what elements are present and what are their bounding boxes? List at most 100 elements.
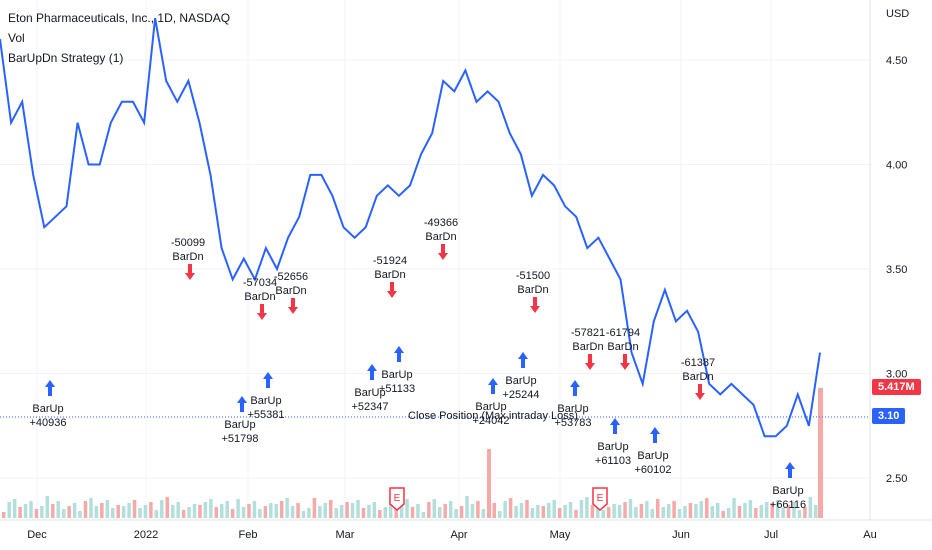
signal-label: BarDn — [572, 341, 603, 353]
bar-down-arrow — [695, 384, 705, 400]
time-tick-label: Jun — [672, 529, 690, 541]
volume-bar — [230, 509, 235, 518]
volume-bar — [56, 501, 60, 518]
signal-label: BarUp — [557, 403, 588, 415]
volume-tag: 5.417M — [872, 379, 921, 395]
price-tick-label: 2.50 — [886, 473, 907, 485]
signal-label: BarDn — [425, 231, 456, 243]
time-tick-label: Au — [863, 529, 876, 541]
signal-value: +53783 — [554, 417, 591, 429]
volume-bar — [61, 509, 66, 518]
volume-bar — [83, 501, 88, 518]
price-axis[interactable]: 6.506.005.505.004.504.003.503.002.50 — [886, 0, 907, 485]
signal-value: -51500 — [516, 270, 550, 282]
symbol-title[interactable]: Eton Pharmaceuticals, Inc., 1D, NASDAQ — [8, 11, 231, 25]
bar-up-arrow — [518, 352, 528, 368]
volume-bar — [710, 506, 714, 518]
volume-bar — [279, 501, 284, 518]
volume-indicator-label[interactable]: Vol — [8, 31, 25, 45]
volume-bar — [487, 449, 491, 518]
volume-bar — [628, 499, 633, 518]
signal-value: -51924 — [373, 255, 407, 267]
volume-bar — [187, 507, 191, 518]
volume-bar — [770, 503, 774, 518]
volume-bar — [405, 499, 409, 518]
volume-bar — [225, 501, 229, 518]
volume-bar — [339, 505, 344, 518]
bar-up-arrow — [394, 346, 404, 362]
volume-bar — [612, 504, 616, 518]
volume-bar — [814, 505, 818, 518]
signal-value: +51133 — [379, 383, 415, 395]
signal-label: BarDn — [374, 269, 405, 281]
volume-bar — [198, 505, 202, 518]
bar-up-arrow — [263, 372, 273, 388]
close-position-label: Close Position (Max intraday Loss) — [408, 410, 578, 422]
volume-bar — [530, 508, 535, 518]
strategy-label[interactable]: BarUpDn Strategy (1) — [8, 51, 124, 65]
volume-bar — [350, 503, 355, 518]
volume-bar — [23, 504, 28, 518]
volume-bar — [12, 499, 17, 518]
volume-bar — [552, 500, 556, 518]
volume-bar — [176, 502, 180, 518]
bar-down-arrow — [530, 297, 540, 313]
time-tick-label: May — [550, 529, 571, 541]
volume-bar — [111, 508, 115, 518]
volume-bar — [116, 505, 120, 518]
price-tag: 3.10 — [872, 408, 906, 424]
volume-bar — [290, 506, 295, 518]
signal-value: +51798 — [221, 433, 258, 445]
volume-bar — [394, 505, 398, 518]
signal-value: +61103 — [595, 455, 631, 467]
volume-bar — [634, 507, 638, 518]
price-line — [0, 18, 821, 438]
volume-bar — [18, 507, 22, 518]
volume-bar — [781, 508, 785, 518]
currency-label: USD — [886, 8, 910, 20]
volume-bar — [677, 509, 682, 518]
volume-bar — [51, 504, 55, 518]
volume-bar — [89, 498, 93, 518]
volume-bar — [617, 505, 622, 518]
volume-bar — [220, 504, 224, 518]
volume-bar — [476, 501, 480, 518]
volume-bars — [2, 388, 823, 518]
volume-bar — [623, 502, 627, 518]
bar-up-arrow — [45, 380, 55, 396]
volume-bar — [508, 498, 513, 518]
signal-label: BarDn — [607, 341, 638, 353]
volume-bar — [808, 497, 813, 518]
volume-bar — [672, 501, 676, 518]
volume-bar — [143, 505, 148, 518]
volume-bar — [443, 504, 447, 518]
volume-bar — [329, 500, 333, 518]
volume-bar — [432, 499, 437, 518]
volume-bar — [650, 509, 655, 518]
signal-value: -61794 — [606, 327, 640, 339]
volume-bar — [454, 509, 458, 518]
signal-value: +60102 — [634, 464, 671, 476]
bar-up-arrow — [488, 378, 498, 394]
volume-bar — [236, 499, 240, 518]
time-axis[interactable]: Dec 2022 Feb Mar Apr May Jun Jul Au — [27, 529, 877, 541]
volume-bar — [2, 512, 6, 518]
signal-value: +55381 — [247, 409, 284, 421]
signal-value: +25244 — [502, 389, 539, 401]
signal-label: BarDn — [275, 285, 306, 297]
volume-bar — [775, 500, 780, 518]
signal-label: BarUp — [772, 485, 803, 497]
volume-bar — [263, 506, 268, 518]
volume-bar — [285, 498, 289, 518]
volume-bar — [645, 501, 649, 518]
price-tick-label: 3.50 — [886, 264, 907, 276]
volume-bar — [743, 503, 747, 518]
earnings-marker — [592, 487, 608, 511]
volume-bar — [421, 512, 426, 518]
volume-bar — [525, 500, 529, 518]
bar-up-arrow — [570, 380, 580, 396]
volume-bar — [105, 500, 110, 518]
bar-down-arrow — [585, 354, 595, 370]
